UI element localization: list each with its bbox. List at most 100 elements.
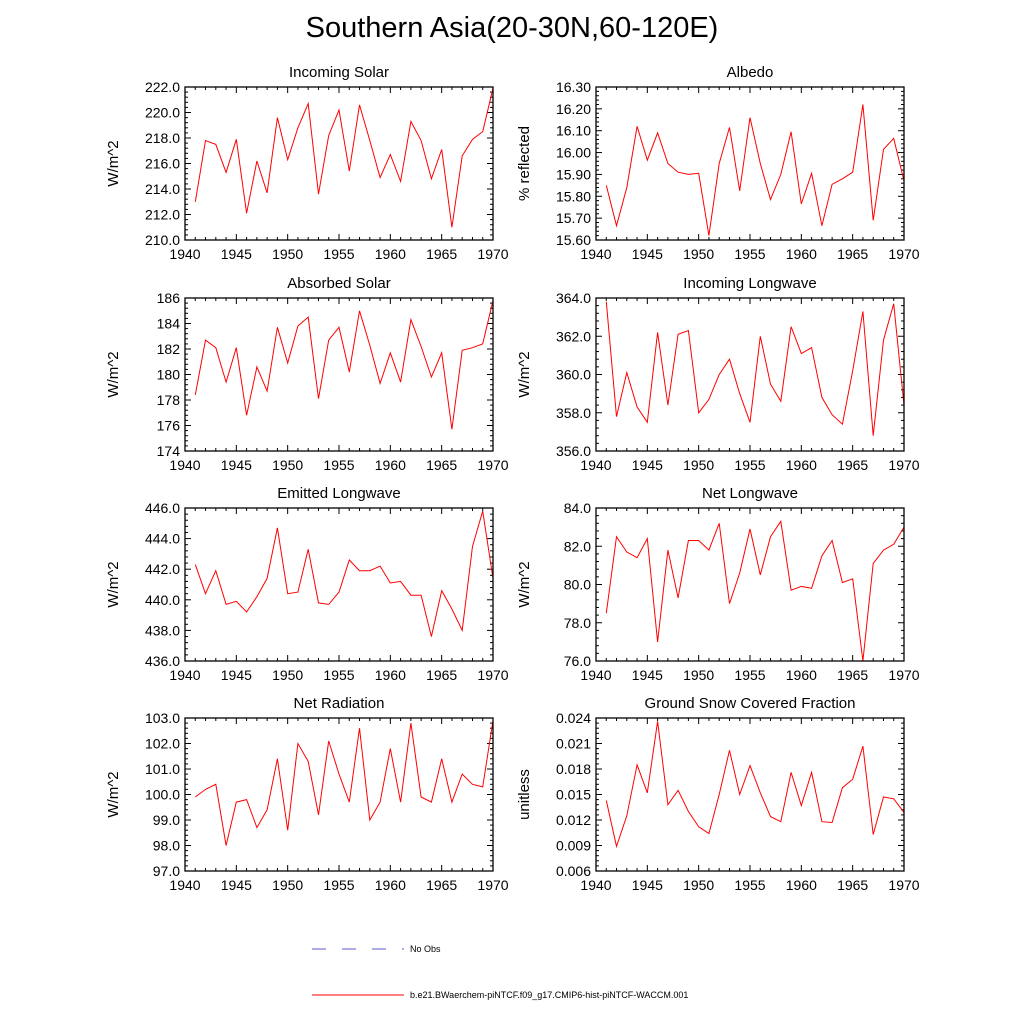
y-tick-label: 440.0 xyxy=(145,592,180,608)
series-line xyxy=(194,510,494,637)
x-tick-label: 1945 xyxy=(221,457,252,473)
series-line xyxy=(194,300,494,430)
x-tick-label: 1970 xyxy=(888,457,919,473)
x-tick-label: 1955 xyxy=(734,667,765,683)
y-tick-label: 101.0 xyxy=(145,761,180,777)
y-tick-label: 0.018 xyxy=(556,761,591,777)
x-tick-label: 1940 xyxy=(169,877,200,893)
y-tick-label: 16.30 xyxy=(556,79,591,95)
page-title: Southern Asia(20-30N,60-120E) xyxy=(305,12,719,44)
y-tick-label: 186 xyxy=(157,290,181,306)
x-tick-label: 1955 xyxy=(734,877,765,893)
legend-label-no-obs: No Obs xyxy=(410,944,441,954)
y-tick-label: 76.0 xyxy=(564,653,591,669)
y-tick-label: 84.0 xyxy=(564,500,591,516)
x-tick-label: 1950 xyxy=(272,667,303,683)
y-axis-label: W/m^2 xyxy=(105,351,122,397)
x-tick-label: 1960 xyxy=(375,457,406,473)
panel-3: Absorbed Solar W/m^2 1940 1945 1950 1955 1960 1… xyxy=(105,275,509,473)
y-tick-label: 364.0 xyxy=(556,290,591,306)
y-tick-label: 78.0 xyxy=(564,615,591,631)
panel-title: Incoming Solar xyxy=(289,64,389,81)
x-tick-label: 1940 xyxy=(169,457,200,473)
x-tick-label: 1940 xyxy=(169,246,200,262)
y-tick-label: 16.00 xyxy=(556,145,591,161)
x-tick-label: 1970 xyxy=(477,246,508,262)
x-tick-label: 1945 xyxy=(632,246,663,262)
x-tick-label: 1945 xyxy=(632,457,663,473)
x-tick-label: 1970 xyxy=(888,246,919,262)
x-tick-label: 1960 xyxy=(786,457,817,473)
x-tick-label: 1970 xyxy=(477,877,508,893)
x-tick-label: 1950 xyxy=(683,457,714,473)
y-tick-label: 15.70 xyxy=(556,210,591,226)
x-tick-label: 1940 xyxy=(580,667,611,683)
legend: No Obs b.e21.BWaerchem-piNTCF.f09_g17.CM… xyxy=(312,944,688,1000)
y-tick-label: 178 xyxy=(157,392,181,408)
y-tick-label: 16.20 xyxy=(556,101,591,117)
x-tick-label: 1940 xyxy=(580,877,611,893)
y-tick-label: 15.80 xyxy=(556,188,591,204)
x-tick-label: 1960 xyxy=(375,877,406,893)
x-tick-label: 1965 xyxy=(426,246,457,262)
x-tick-label: 1950 xyxy=(272,877,303,893)
y-tick-label: 446.0 xyxy=(145,500,180,516)
x-tick-label: 1955 xyxy=(734,457,765,473)
y-tick-label: 218.0 xyxy=(145,130,180,146)
y-tick-label: 180 xyxy=(157,367,181,383)
series-line xyxy=(605,301,905,436)
x-tick-label: 1945 xyxy=(221,667,252,683)
x-tick-label: 1965 xyxy=(426,457,457,473)
y-tick-label: 80.0 xyxy=(564,577,591,593)
x-tick-label: 1965 xyxy=(426,667,457,683)
panel-4: Incoming Longwave W/m^2 1940 1945 1950 1955 19… xyxy=(516,275,920,473)
x-tick-label: 1960 xyxy=(375,667,406,683)
x-tick-label: 1970 xyxy=(888,667,919,683)
y-tick-label: 438.0 xyxy=(145,622,180,638)
panel-title: Absorbed Solar xyxy=(287,275,390,292)
y-axis-label: W/m^2 xyxy=(105,771,122,817)
y-tick-label: 358.0 xyxy=(556,405,591,421)
y-tick-label: 220.0 xyxy=(145,105,180,121)
y-tick-label: 0.015 xyxy=(556,787,591,803)
series-line xyxy=(195,720,494,846)
panel-5: Emitted Longwave W/m^2 1940 1945 1950 1955 196… xyxy=(105,485,509,683)
series-line xyxy=(605,520,905,662)
y-axis-label: W/m^2 xyxy=(105,140,122,186)
y-tick-label: 102.0 xyxy=(145,736,180,752)
panel-7: Net Radiation W/m^2 1940 1945 1950 1955 1960 19… xyxy=(105,695,509,893)
x-tick-label: 1965 xyxy=(426,877,457,893)
y-tick-label: 182 xyxy=(157,341,181,357)
panel-title: Emitted Longwave xyxy=(277,485,400,502)
plot-frame xyxy=(184,297,494,452)
x-tick-label: 1945 xyxy=(221,246,252,262)
x-tick-label: 1955 xyxy=(323,246,354,262)
x-tick-label: 1950 xyxy=(683,877,714,893)
y-tick-label: 100.0 xyxy=(145,787,180,803)
x-tick-label: 1955 xyxy=(323,457,354,473)
y-tick-label: 210.0 xyxy=(145,232,180,248)
y-tick-label: 442.0 xyxy=(145,561,180,577)
x-tick-label: 1960 xyxy=(786,667,817,683)
x-tick-label: 1955 xyxy=(734,246,765,262)
x-tick-label: 1945 xyxy=(221,877,252,893)
x-tick-label: 1945 xyxy=(632,877,663,893)
plot-frame xyxy=(595,297,905,452)
y-tick-label: 15.60 xyxy=(556,232,591,248)
y-tick-label: 99.0 xyxy=(153,812,180,828)
series-line xyxy=(194,88,494,228)
x-tick-label: 1950 xyxy=(272,246,303,262)
y-axis-label: W/m^2 xyxy=(516,351,533,397)
y-tick-label: 212.0 xyxy=(145,207,180,223)
plot-frame xyxy=(595,86,905,241)
y-tick-label: 0.021 xyxy=(556,736,591,752)
x-tick-label: 1955 xyxy=(323,667,354,683)
y-tick-label: 97.0 xyxy=(153,863,180,879)
x-tick-label: 1970 xyxy=(477,667,508,683)
panel-title: Albedo xyxy=(727,64,774,81)
y-tick-label: 174 xyxy=(157,443,181,459)
x-tick-label: 1940 xyxy=(580,457,611,473)
x-tick-label: 1950 xyxy=(683,246,714,262)
y-tick-label: 356.0 xyxy=(556,443,591,459)
x-tick-label: 1945 xyxy=(632,667,663,683)
